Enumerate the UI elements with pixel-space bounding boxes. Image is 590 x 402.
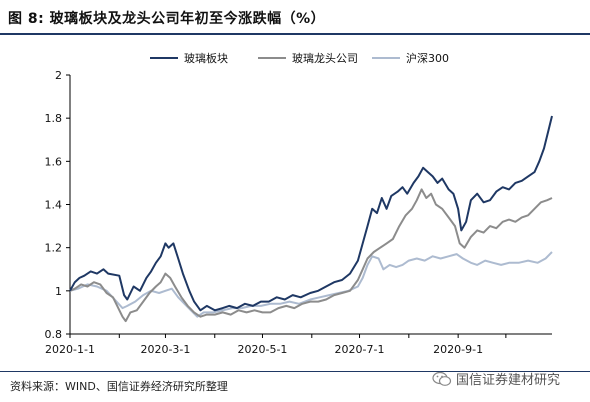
series-line-1 xyxy=(69,188,553,323)
y-tick-label: 0.8 xyxy=(45,328,63,341)
chart-series xyxy=(69,115,553,323)
x-tick-label: 2020-3-1 xyxy=(140,343,190,356)
watermark-text: 国信证券建材研究 xyxy=(456,373,561,388)
series-line-2 xyxy=(69,251,553,318)
source-note: 资料来源：WIND、国信证券经济研究所整理 xyxy=(10,380,228,393)
x-tick-label: 2020-9-1 xyxy=(433,343,483,356)
wechat-icon xyxy=(432,371,452,391)
line-chart: 玻璃板块 玻璃龙头公司 沪深300 0.8 1 1.2 1.4 1.6 1.8 2 2020-1-… xyxy=(45,51,553,356)
footer-divider xyxy=(0,371,590,372)
legend-label: 沪深300 xyxy=(406,51,449,65)
watermark: 国信证券建材研究 xyxy=(432,369,560,391)
y-tick-label: 1.4 xyxy=(45,199,63,212)
chart-legend: 玻璃板块 玻璃龙头公司 沪深300 xyxy=(150,51,449,65)
y-tick-label: 1.2 xyxy=(45,242,63,255)
y-tick-label: 1.8 xyxy=(45,112,63,125)
legend-label: 玻璃板块 xyxy=(184,51,228,65)
y-tick-label: 1 xyxy=(55,285,62,298)
y-tick-label: 2 xyxy=(55,69,62,82)
title-bar: 图 8: 玻璃板块及龙头公司年初至今涨跌幅（%） xyxy=(0,0,590,35)
x-tick-label: 2020-7-1 xyxy=(335,343,385,356)
y-tick-label: 1.6 xyxy=(45,155,63,168)
chart-axes: 0.8 1 1.2 1.4 1.6 1.8 2 2020-1-1 2020-3-1 2020-5-… xyxy=(45,69,552,356)
series-line-0 xyxy=(69,115,553,312)
x-tick-label: 2020-1-1 xyxy=(45,343,95,356)
figure-title: 图 8: 玻璃板块及龙头公司年初至今涨跌幅（%） xyxy=(8,11,326,27)
legend-label: 玻璃龙头公司 xyxy=(292,51,358,65)
x-tick-label: 2020-5-1 xyxy=(238,343,288,356)
